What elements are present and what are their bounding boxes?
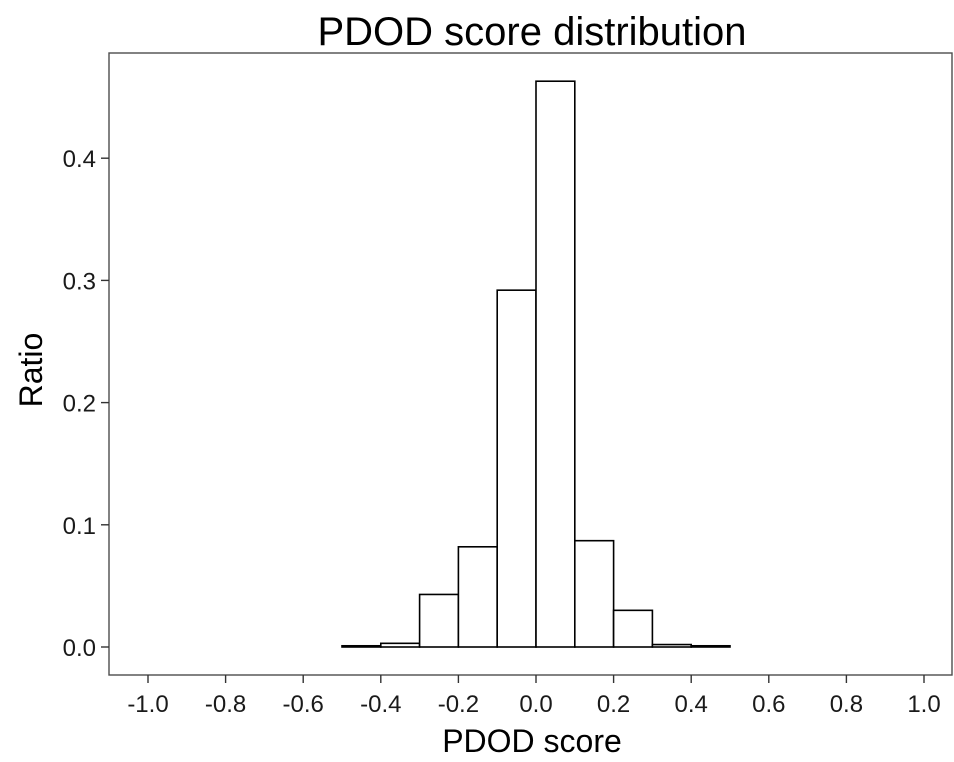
x-tick-label: 0.0 xyxy=(519,691,552,718)
histogram-bars xyxy=(341,80,731,648)
x-axis-ticks: -1.0 -0.8 -0.6 -0.4 -0.2 0.0 0.2 0.4 0.6 0.8 1.0 xyxy=(127,675,941,718)
x-tick-label: 1.0 xyxy=(907,691,940,718)
histogram-bar xyxy=(573,539,615,648)
x-tick-label: 0.2 xyxy=(597,691,630,718)
histogram-bar xyxy=(379,642,421,648)
y-tick-label: 0.0 xyxy=(63,635,96,662)
y-axis-ticks: 0.0 0.1 0.2 0.3 0.4 xyxy=(63,146,109,662)
x-tick-label: 0.6 xyxy=(752,691,785,718)
x-tick-label: -1.0 xyxy=(127,691,168,718)
histogram-bar xyxy=(496,289,537,648)
histogram-bar xyxy=(457,545,498,648)
x-axis-title: PDOD score xyxy=(442,723,622,759)
y-tick-label: 0.2 xyxy=(63,391,96,418)
x-tick-label: -0.6 xyxy=(283,691,324,718)
histogram-bar xyxy=(535,80,576,648)
histogram-bar xyxy=(690,644,731,648)
y-tick-label: 0.4 xyxy=(63,146,96,173)
histogram-bar xyxy=(612,609,654,648)
histogram-bar xyxy=(651,643,693,648)
x-tick-label: -0.2 xyxy=(438,691,479,718)
x-tick-label: 0.8 xyxy=(830,691,863,718)
y-tick-label: 0.1 xyxy=(63,513,96,540)
histogram-bar xyxy=(341,644,382,648)
x-tick-label: -0.4 xyxy=(360,691,401,718)
y-axis-title: Ratio xyxy=(13,333,49,408)
histogram-bar xyxy=(418,593,460,648)
plot-panel-border xyxy=(108,52,953,676)
x-tick-label: 0.4 xyxy=(675,691,708,718)
chart-title: PDOD score distribution xyxy=(317,10,746,54)
x-tick-label: -0.8 xyxy=(205,691,246,718)
y-tick-label: 0.3 xyxy=(63,268,96,295)
